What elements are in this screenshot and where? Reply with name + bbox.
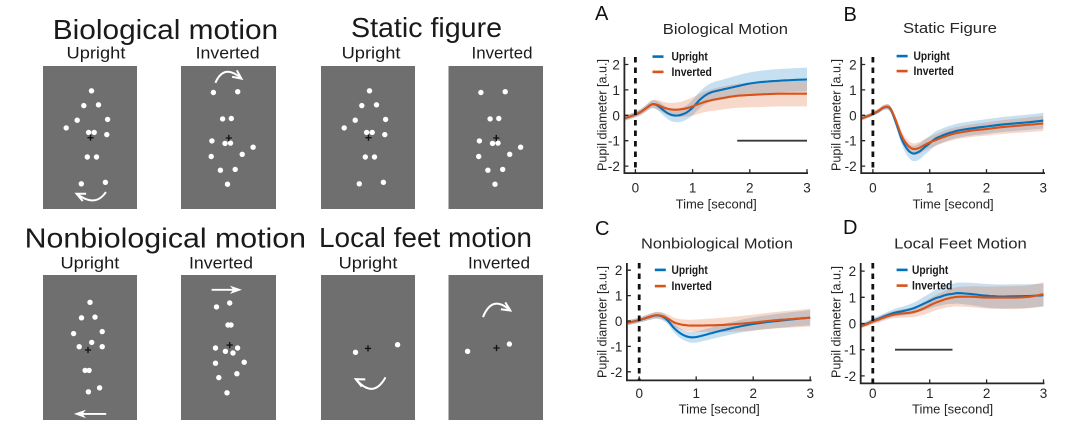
svg-text:C: C (595, 218, 609, 240)
svg-text:2: 2 (849, 58, 857, 73)
svg-text:Local Feet Motion: Local Feet Motion (894, 235, 1027, 252)
svg-text:0: 0 (849, 108, 857, 123)
svg-text:Upright: Upright (67, 44, 126, 63)
svg-text:0: 0 (869, 181, 877, 196)
svg-text:-1: -1 (610, 339, 622, 354)
svg-text:Biological Motion: Biological Motion (663, 21, 788, 38)
svg-text:3: 3 (1040, 181, 1048, 196)
svg-text:Upright: Upright (342, 44, 401, 63)
svg-text:2: 2 (746, 181, 754, 196)
svg-text:Inverted: Inverted (672, 280, 712, 293)
svg-text:0: 0 (612, 108, 620, 123)
svg-text:Upright: Upright (914, 50, 950, 63)
svg-text:-2: -2 (610, 365, 622, 380)
svg-text:D: D (843, 217, 857, 239)
svg-text:Time [second]: Time [second] (679, 402, 760, 417)
svg-text:-2: -2 (845, 159, 857, 174)
svg-text:2: 2 (615, 263, 623, 278)
svg-text:Time [second]: Time [second] (912, 402, 993, 417)
svg-text:Biological motion: Biological motion (53, 14, 278, 45)
svg-text:1: 1 (849, 290, 857, 305)
svg-text:Static Figure: Static Figure (903, 20, 997, 37)
svg-text:A: A (595, 3, 609, 25)
svg-text:Local feet motion: Local feet motion (319, 222, 532, 253)
svg-text:-1: -1 (844, 343, 856, 358)
svg-text:0: 0 (635, 386, 643, 401)
svg-text:Upright: Upright (672, 51, 708, 64)
svg-text:1: 1 (689, 181, 697, 196)
svg-text:Upright: Upright (912, 264, 948, 277)
svg-text:1: 1 (926, 181, 934, 196)
svg-text:1: 1 (926, 386, 934, 401)
svg-text:2: 2 (612, 58, 620, 73)
svg-text:Inverted: Inverted (196, 44, 260, 63)
svg-text:Pupil diameter [a.u.]: Pupil diameter [a.u.] (830, 266, 844, 378)
svg-text:1: 1 (849, 83, 857, 98)
svg-text:2: 2 (983, 386, 991, 401)
svg-text:Inverted: Inverted (472, 44, 533, 63)
svg-text:Pupil diameter [a.u.]: Pupil diameter [a.u.] (596, 59, 610, 171)
svg-text:3: 3 (806, 386, 814, 401)
svg-text:Inverted: Inverted (189, 254, 253, 273)
svg-text:0: 0 (615, 314, 623, 329)
svg-text:0: 0 (632, 181, 640, 196)
svg-text:Inverted: Inverted (468, 254, 530, 273)
svg-text:0: 0 (849, 317, 857, 332)
svg-text:3: 3 (1040, 386, 1048, 401)
svg-text:-2: -2 (608, 159, 620, 174)
svg-text:0: 0 (869, 386, 877, 401)
svg-text:Upright: Upright (339, 254, 398, 273)
svg-text:Time [second]: Time [second] (676, 196, 757, 211)
svg-text:Pupil diameter [a.u.]: Pupil diameter [a.u.] (830, 59, 844, 171)
svg-text:-1: -1 (608, 134, 620, 149)
svg-text:1: 1 (612, 83, 620, 98)
svg-text:Time [second]: Time [second] (913, 196, 994, 211)
svg-text:Nonbiological motion: Nonbiological motion (25, 222, 306, 253)
svg-text:Upright: Upright (61, 254, 120, 273)
svg-text:Pupil diameter [a.u.]: Pupil diameter [a.u.] (596, 266, 610, 378)
svg-text:2: 2 (749, 386, 757, 401)
svg-text:-2: -2 (844, 369, 856, 384)
svg-text:Static figure: Static figure (351, 12, 502, 43)
svg-text:Inverted: Inverted (672, 66, 712, 79)
svg-text:3: 3 (803, 181, 811, 196)
svg-text:B: B (844, 4, 857, 26)
svg-text:Nonbiological Motion: Nonbiological Motion (641, 235, 793, 252)
svg-text:1: 1 (615, 289, 623, 304)
svg-text:Inverted: Inverted (914, 65, 954, 78)
svg-text:1: 1 (692, 386, 700, 401)
svg-text:-1: -1 (845, 134, 857, 149)
svg-text:Inverted: Inverted (912, 280, 952, 293)
svg-text:2: 2 (983, 181, 991, 196)
svg-text:2: 2 (849, 264, 857, 279)
svg-text:Upright: Upright (672, 264, 708, 277)
